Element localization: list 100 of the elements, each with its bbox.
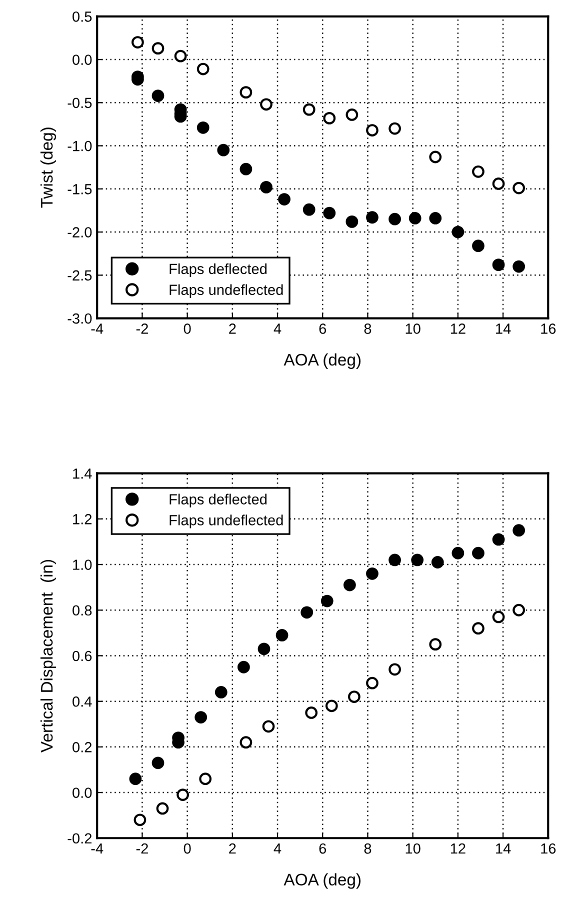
- y-tick-label: 0.6: [72, 650, 92, 662]
- point: [302, 203, 316, 216]
- x-tick-label: 10: [406, 843, 420, 854]
- y-tick-label: 0.4: [72, 696, 92, 707]
- point: [152, 756, 164, 770]
- x-tick-label: 16: [541, 843, 556, 854]
- point: [260, 98, 272, 111]
- point: [411, 554, 424, 566]
- x-axis-title: AOA (deg): [284, 353, 361, 369]
- point: [276, 629, 288, 642]
- point: [429, 150, 442, 164]
- x-tick-label: 14: [496, 844, 511, 854]
- point: [196, 62, 210, 76]
- legend-label: Flaps undeflected: [170, 284, 283, 298]
- point: [429, 212, 442, 224]
- point: [429, 638, 442, 651]
- x-tick-label: 0: [184, 324, 191, 334]
- point: [300, 606, 314, 619]
- point: [512, 524, 526, 537]
- point: [260, 180, 272, 194]
- x-tick-label: 8: [364, 843, 372, 854]
- point: [238, 660, 250, 674]
- point: [492, 610, 505, 624]
- point: [472, 165, 484, 178]
- point: [240, 162, 252, 176]
- x-tick-label: 14: [496, 324, 511, 334]
- x-tick-label: 10: [406, 324, 420, 334]
- point: [194, 711, 208, 724]
- point: [325, 700, 338, 712]
- point: [343, 578, 356, 592]
- point: [214, 686, 228, 698]
- x-tick-label: 2: [229, 843, 236, 854]
- point: [472, 240, 484, 252]
- y-tick-label: 1.2: [73, 514, 92, 524]
- y-tick-label: -1.0: [68, 140, 92, 152]
- y-axis-title: Twist (deg): [40, 128, 56, 208]
- x-tick-label: 6: [319, 843, 326, 854]
- x-tick-label: 0: [184, 843, 191, 854]
- point: [174, 50, 187, 62]
- x-tick-label: 12: [450, 843, 466, 854]
- point: [156, 802, 169, 815]
- point: [199, 772, 212, 786]
- point: [388, 663, 401, 676]
- y-tick-label: 0.0: [72, 54, 92, 65]
- legend-label: Flaps deflected: [170, 494, 267, 508]
- point: [132, 36, 144, 48]
- y-tick-label: 0.2: [72, 742, 92, 752]
- point: [388, 554, 401, 566]
- point: [512, 260, 526, 273]
- point: [240, 86, 252, 99]
- x-tick-label: 6: [319, 324, 326, 334]
- point: [366, 124, 378, 136]
- point: [258, 642, 270, 656]
- point: [492, 258, 505, 272]
- point: [217, 144, 230, 156]
- point: [323, 206, 336, 220]
- point: [452, 226, 464, 238]
- point: [320, 594, 334, 608]
- y-tick-label: -1.5: [68, 184, 92, 194]
- y-tick-label: 0.5: [72, 12, 92, 22]
- x-tick-label: -4: [91, 324, 104, 334]
- point: [492, 533, 505, 546]
- point: [196, 121, 210, 134]
- x-tick-label: 4: [274, 324, 282, 334]
- point: [346, 215, 358, 228]
- legend-label: Flaps deflected: [170, 263, 267, 277]
- point: [129, 772, 142, 786]
- point: [388, 212, 401, 226]
- x-tick-label: -2: [136, 843, 148, 854]
- x-axis-title: AOA (deg): [284, 873, 361, 889]
- point: [388, 122, 401, 135]
- point: [512, 604, 526, 616]
- point: [240, 736, 252, 749]
- point: [472, 546, 484, 560]
- y-axis-title: Vertical Displacement (in): [40, 560, 56, 752]
- point: [152, 42, 164, 55]
- point: [431, 556, 444, 568]
- x-tick-label: 2: [229, 324, 236, 334]
- y-tick-label: -3.0: [68, 313, 92, 324]
- point: [492, 178, 505, 190]
- point: [366, 567, 378, 580]
- point: [302, 103, 316, 116]
- x-tick-label: 4: [274, 844, 282, 854]
- y-tick-label: 1.0: [73, 560, 92, 570]
- point: [262, 720, 275, 733]
- y-tick-label: -0.5: [68, 98, 92, 108]
- y-tick-label: -2.0: [68, 227, 92, 238]
- x-tick-label: 12: [450, 324, 466, 334]
- point: [452, 546, 464, 560]
- point: [348, 690, 360, 703]
- y-tick-label: -2.5: [68, 270, 92, 281]
- point: [366, 211, 378, 224]
- point: [512, 182, 526, 194]
- point: [134, 814, 146, 826]
- point: [472, 622, 484, 635]
- point: [366, 676, 378, 690]
- point: [408, 212, 422, 224]
- point: [323, 112, 336, 124]
- x-tick-label: 8: [364, 324, 372, 334]
- y-tick-label: 0.0: [72, 788, 92, 798]
